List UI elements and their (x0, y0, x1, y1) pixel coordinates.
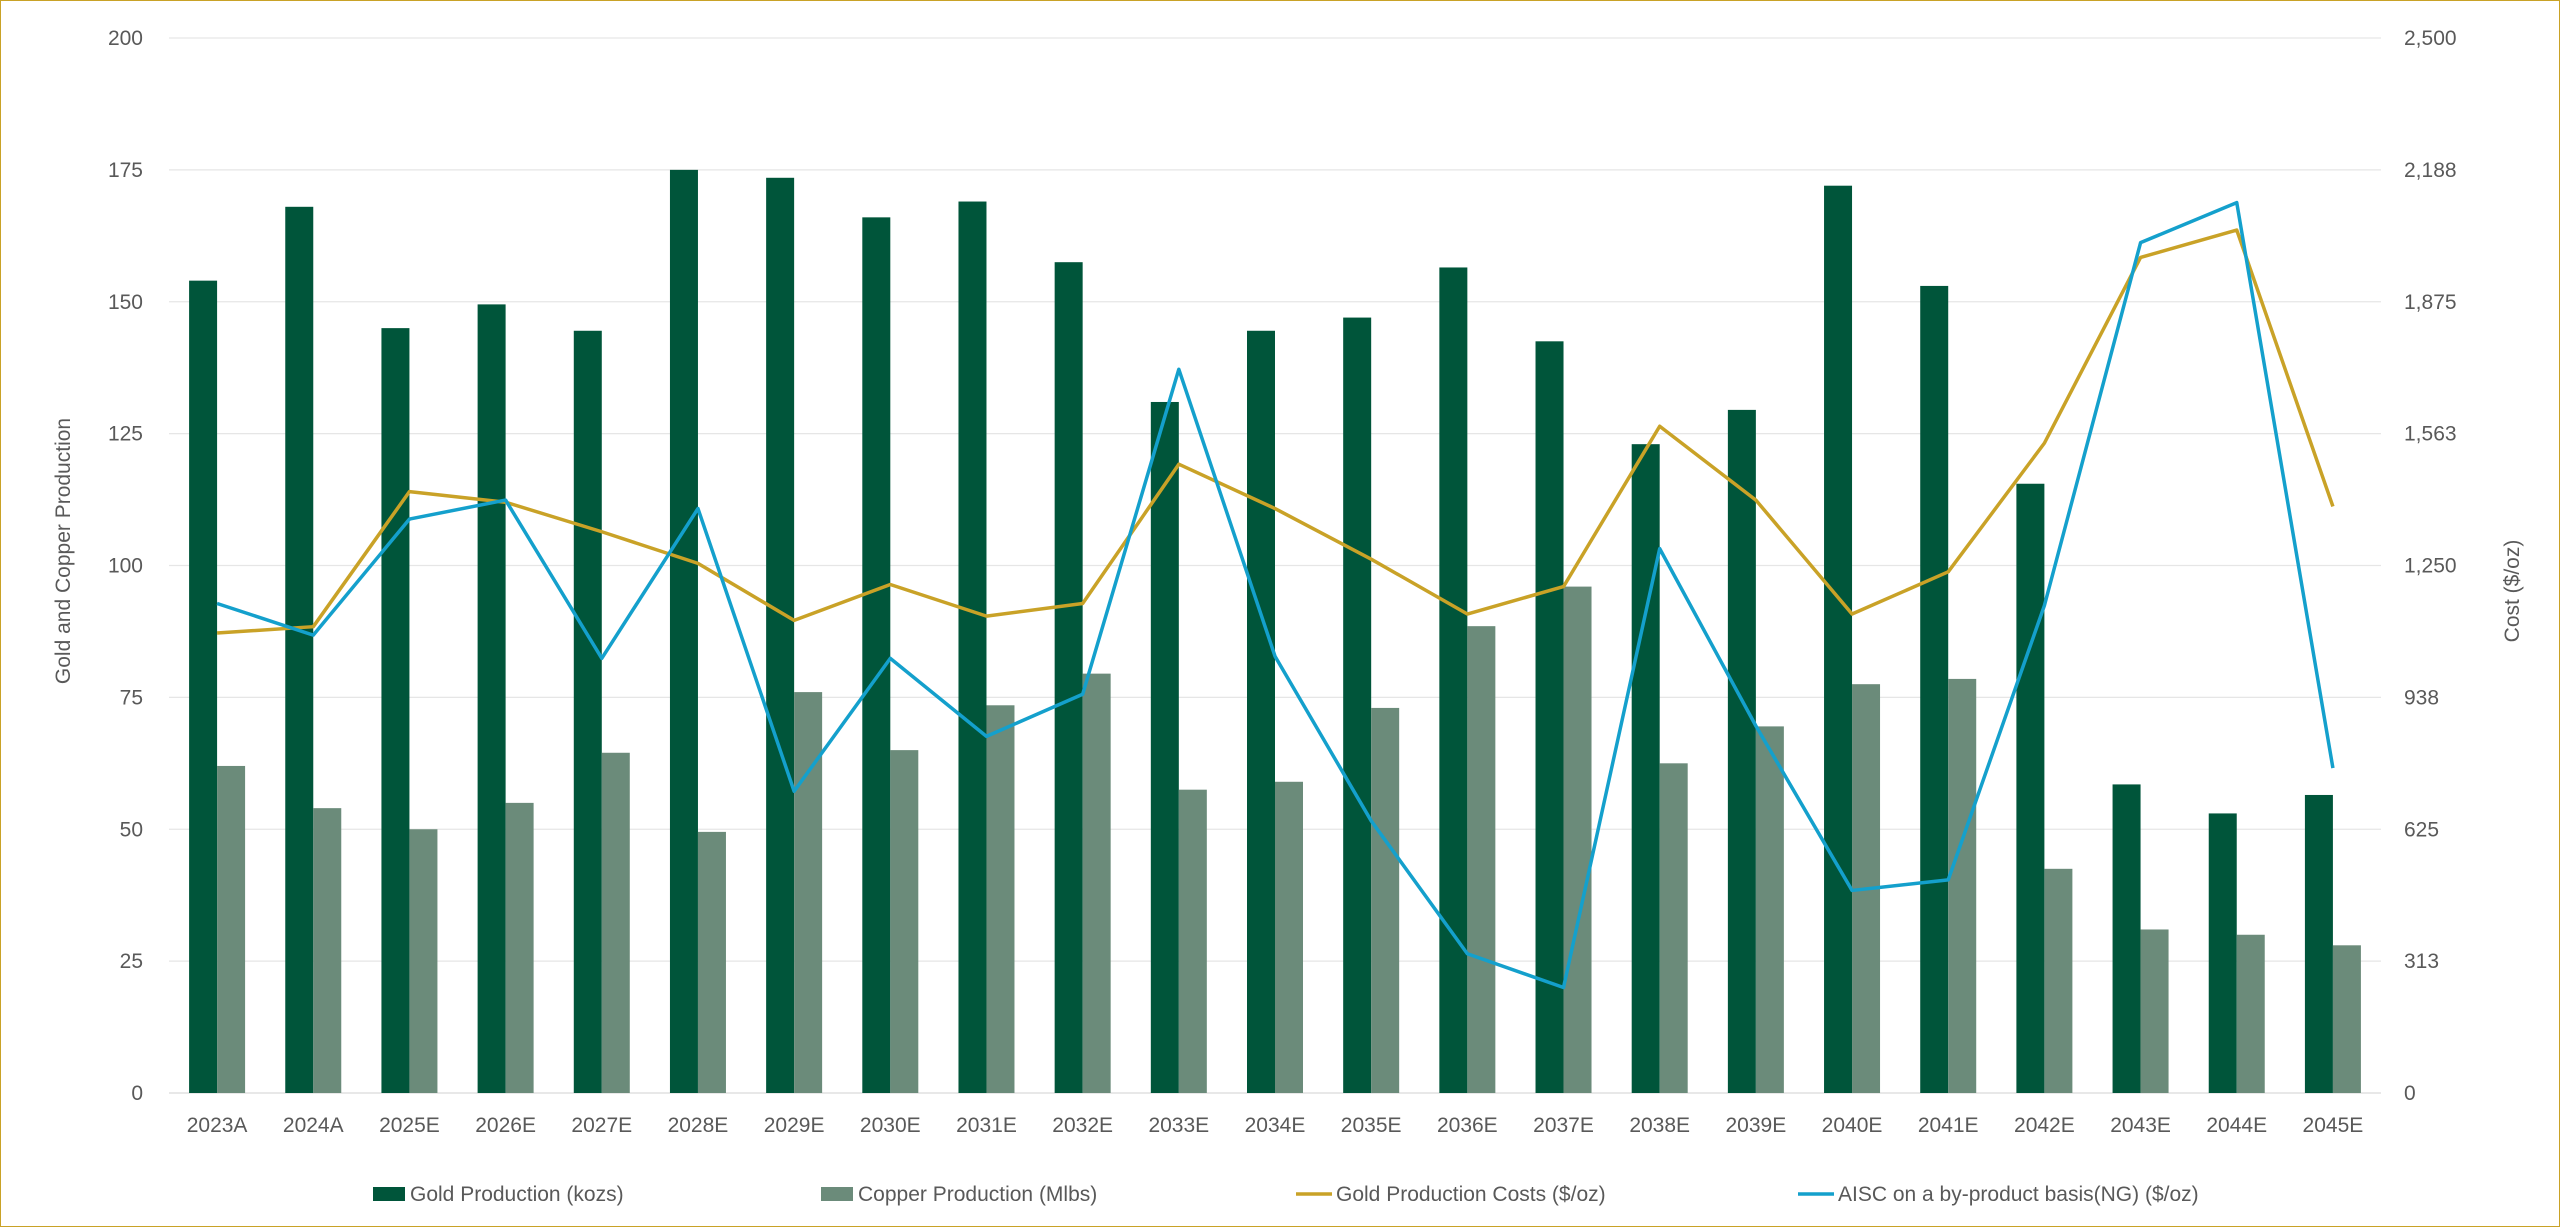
bar-gold (189, 281, 217, 1093)
bar-copper (2141, 929, 2169, 1093)
x-tick-label: 2024A (283, 1114, 344, 1137)
x-tick-label: 2032E (1052, 1114, 1113, 1137)
x-tick-label: 2033E (1148, 1114, 1209, 1137)
bar-copper (1660, 763, 1688, 1093)
x-tick-label: 2045E (2303, 1114, 2364, 1137)
bar-copper (602, 753, 630, 1093)
y-tick-label: 150 (108, 291, 143, 314)
bar-gold (1343, 318, 1371, 1093)
bar-copper (986, 705, 1014, 1093)
legend-label: Gold Production (kozs) (410, 1183, 624, 1206)
bar-gold (1728, 410, 1756, 1093)
y-tick-label: 200 (108, 27, 143, 50)
x-tick-label: 2041E (1918, 1114, 1979, 1137)
x-tick-label: 2037E (1533, 1114, 1594, 1137)
x-tick-label: 2028E (668, 1114, 729, 1137)
y2-tick-label: 2,188 (2404, 159, 2457, 182)
bar-gold (1439, 267, 1467, 1093)
bar-copper (2237, 935, 2265, 1093)
legend-label: Copper Production (Mlbs) (858, 1183, 1097, 1206)
x-tick-label: 2031E (956, 1114, 1017, 1137)
y-tick-label: 100 (108, 555, 143, 578)
bar-copper (1371, 708, 1399, 1093)
x-tick-label: 2043E (2110, 1114, 2171, 1137)
y2-tick-label: 0 (2404, 1082, 2416, 1105)
y2-tick-label: 1,563 (2404, 423, 2457, 446)
bar-gold (766, 178, 794, 1093)
bar-gold (1824, 186, 1852, 1093)
left-axis-title: Gold and Copper Production (52, 418, 75, 684)
bar-gold (2305, 795, 2333, 1093)
legend-label: Gold Production Costs ($/oz) (1336, 1183, 1606, 1206)
x-tick-label: 2027E (571, 1114, 632, 1137)
bar-gold (1151, 402, 1179, 1093)
bar-copper (1275, 782, 1303, 1093)
bar-gold (862, 217, 890, 1093)
bar-copper (217, 766, 245, 1093)
y2-tick-label: 938 (2404, 686, 2439, 709)
y-tick-label: 175 (108, 159, 143, 182)
legend-swatch (373, 1187, 405, 1201)
right-axis-ticks: 0 313 625 938 1,250 1,563 1,875 2,188 2,500 (2404, 27, 2457, 1105)
bar-copper (2044, 869, 2072, 1093)
x-tick-label: 2042E (2014, 1114, 2075, 1137)
legend-label: AISC on a by-product basis(NG) ($/oz) (1838, 1183, 2199, 1206)
bar-copper (313, 808, 341, 1093)
x-axis-ticks: 2023A 2024A 2025E 2026E 2027E 2028E 2029E 2030E… (187, 1114, 2364, 1137)
legend: Gold Production (kozs) Copper Production … (373, 1183, 2199, 1206)
bar-copper (1948, 679, 1976, 1093)
bar-gold (1055, 262, 1083, 1093)
x-tick-label: 2026E (475, 1114, 536, 1137)
y-tick-label: 0 (131, 1082, 143, 1105)
y-tick-label: 125 (108, 423, 143, 446)
y2-tick-label: 2,500 (2404, 27, 2457, 50)
bar-gold (1247, 331, 1275, 1093)
x-tick-label: 2030E (860, 1114, 921, 1137)
x-tick-label: 2040E (1822, 1114, 1883, 1137)
x-tick-label: 2038E (1629, 1114, 1690, 1137)
bar-copper (794, 692, 822, 1093)
y-tick-label: 50 (120, 818, 143, 841)
bar-gold (670, 170, 698, 1093)
bar-copper (2333, 945, 2361, 1093)
right-axis-title: Cost ($/oz) (2501, 540, 2524, 643)
bar-copper (1564, 587, 1592, 1093)
bar-copper (1083, 674, 1111, 1093)
legend-swatch (821, 1187, 853, 1201)
bar-gold (2016, 484, 2044, 1093)
y2-tick-label: 313 (2404, 950, 2439, 973)
bar-gold (285, 207, 313, 1093)
x-tick-label: 2044E (2206, 1114, 2267, 1137)
y2-tick-label: 625 (2404, 818, 2439, 841)
y-tick-label: 25 (120, 950, 143, 973)
bar-copper (698, 832, 726, 1093)
bar-copper (890, 750, 918, 1093)
bar-gold (1920, 286, 1948, 1093)
x-tick-label: 2036E (1437, 1114, 1498, 1137)
y2-tick-label: 1,250 (2404, 555, 2457, 578)
bar-copper (1467, 626, 1495, 1093)
x-tick-label: 2029E (764, 1114, 825, 1137)
bar-gold (2113, 784, 2141, 1093)
x-tick-label: 2023A (187, 1114, 248, 1137)
bar-copper (506, 803, 534, 1093)
y-tick-label: 75 (120, 686, 143, 709)
x-tick-label: 2039E (1726, 1114, 1787, 1137)
bar-gold (2209, 813, 2237, 1093)
x-tick-label: 2034E (1245, 1114, 1306, 1137)
y2-tick-label: 1,875 (2404, 291, 2457, 314)
bar-gold (381, 328, 409, 1093)
bar-copper (409, 829, 437, 1093)
x-tick-label: 2025E (379, 1114, 440, 1137)
bar-gold (478, 304, 506, 1093)
bar-gold (958, 202, 986, 1093)
bar-copper (1756, 726, 1784, 1093)
left-axis-ticks: 0 25 50 75 100 125 150 175 200 (108, 27, 143, 1105)
bar-copper (1179, 790, 1207, 1093)
x-tick-label: 2035E (1341, 1114, 1402, 1137)
bar-gold (574, 331, 602, 1093)
bar-gold (1632, 444, 1660, 1093)
